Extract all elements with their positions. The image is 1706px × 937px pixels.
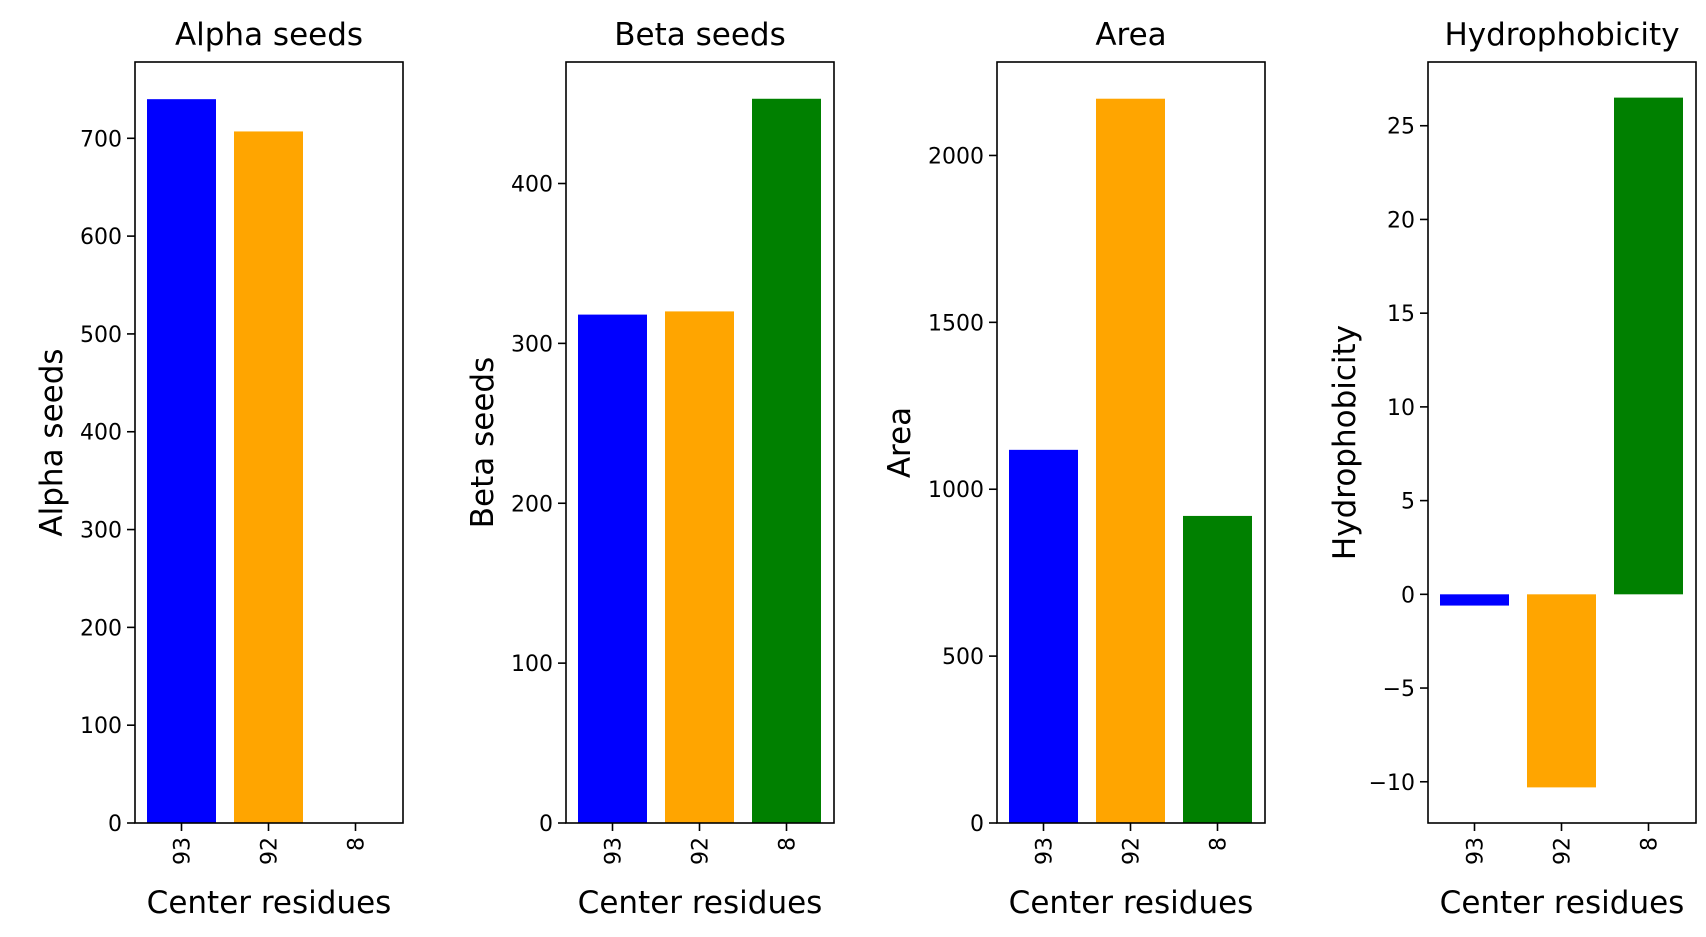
y-tick-label: 10: [1387, 396, 1415, 421]
bar: [578, 314, 647, 823]
bar: [1009, 449, 1078, 823]
panel-title: Area: [1095, 17, 1166, 53]
y-tick-label: 200: [80, 616, 122, 641]
axes-frame: [1427, 61, 1697, 824]
y-tick-label: 1000: [928, 478, 984, 503]
bar: [1440, 594, 1509, 606]
y-tick-label: 700: [80, 127, 122, 152]
bar: [665, 311, 734, 823]
x-tick-label: 92: [689, 837, 714, 865]
bar: [1614, 97, 1683, 595]
y-tick-label: 20: [1387, 208, 1415, 233]
x-axis-label: Center residues: [1009, 885, 1254, 921]
panel-title: Beta seeds: [614, 17, 785, 53]
x-axis-label: Center residues: [578, 885, 823, 921]
y-tick-label: 100: [511, 652, 553, 677]
y-tick-label: 1500: [928, 311, 984, 336]
x-tick-label: 93: [171, 837, 196, 865]
y-axis-label: Hydrophobicity: [1327, 325, 1363, 560]
bar: [752, 98, 821, 824]
x-axis-label: Center residues: [147, 885, 392, 921]
bar: [234, 131, 303, 823]
chart-panel: 93 92 8 0 100 200 300 400 500 600 700 Alpha seeds Ce…: [34, 17, 404, 921]
x-tick-label: 93: [1464, 837, 1489, 865]
y-tick-label: 5: [1401, 490, 1415, 515]
axes-frame: [565, 61, 835, 824]
axes-frame: [996, 61, 1266, 824]
chart-panel: 93 92 8 0 100 200 300 400 Beta seeds Center resid…: [465, 17, 835, 921]
y-tick-label: 400: [80, 421, 122, 446]
y-tick-label: 100: [80, 714, 122, 739]
y-tick-label: 2000: [928, 144, 984, 169]
y-tick-label: 300: [80, 519, 122, 544]
y-tick-label: 0: [539, 812, 553, 837]
bar: [1183, 515, 1252, 823]
y-tick-label: 0: [970, 812, 984, 837]
y-tick-label: 200: [511, 492, 553, 517]
y-tick-label: 600: [80, 225, 122, 250]
x-tick-label: 8: [1638, 837, 1663, 851]
y-axis-label: Beta seeds: [465, 357, 501, 528]
y-tick-label: 0: [108, 812, 122, 837]
chart-panel: 93 92 8 0 500 1000 1500 2000 Area Center residues…: [882, 17, 1266, 921]
x-tick-label: 8: [345, 837, 370, 851]
y-tick-label: −10: [1369, 771, 1415, 796]
x-tick-label: 8: [776, 837, 801, 851]
chart-panel: 93 92 8 −10 −5 0 5 10 15 20 25 Hydrophobicity Center…: [1327, 17, 1697, 921]
x-tick-label: 8: [1207, 837, 1232, 851]
y-tick-label: 15: [1387, 302, 1415, 327]
y-axis-label: Alpha seeds: [34, 348, 70, 536]
x-tick-label: 92: [258, 837, 283, 865]
x-axis-label: Center residues: [1440, 885, 1685, 921]
y-axis-label: Area: [882, 407, 918, 478]
y-tick-label: 500: [80, 323, 122, 348]
y-tick-label: 400: [511, 173, 553, 198]
y-tick-label: 300: [511, 332, 553, 357]
panel-title: Hydrophobicity: [1444, 17, 1679, 53]
axes-frame: [134, 61, 404, 824]
y-tick-label: −5: [1383, 677, 1415, 702]
bar: [1096, 98, 1165, 824]
y-tick-label: 25: [1387, 115, 1415, 140]
y-tick-label: 0: [1401, 583, 1415, 608]
bar: [147, 99, 216, 823]
y-tick-label: 500: [942, 645, 984, 670]
bar: [1527, 594, 1596, 788]
x-tick-label: 93: [1033, 837, 1058, 865]
x-tick-label: 93: [602, 837, 627, 865]
x-tick-label: 92: [1120, 837, 1145, 865]
x-tick-label: 92: [1551, 837, 1576, 865]
panel-title: Alpha seeds: [175, 17, 363, 53]
